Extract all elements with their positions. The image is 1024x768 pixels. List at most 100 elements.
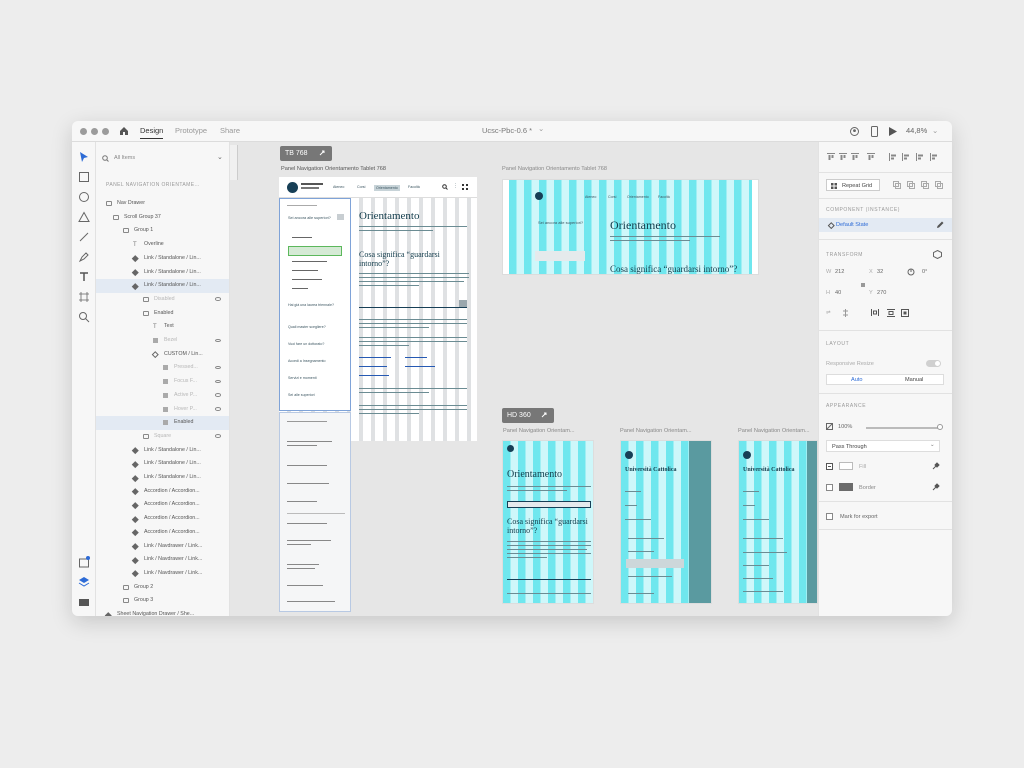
- layer-row[interactable]: Enabled: [96, 307, 229, 321]
- layer-row[interactable]: Square: [96, 430, 229, 444]
- layer-row[interactable]: Group 2: [96, 581, 229, 595]
- distribute-h-icon[interactable]: [930, 153, 938, 161]
- fill-checkbox[interactable]: [826, 463, 833, 470]
- drawer-item[interactable]: Vuoi fare un dottorato?: [288, 342, 325, 346]
- layer-row[interactable]: Link / Standalone / Lin...: [96, 457, 229, 471]
- chevron-down-icon[interactable]: ⌄: [538, 124, 545, 133]
- layer-row[interactable]: Link / Standalone / Lin...: [96, 252, 229, 266]
- ellipse-tool-icon[interactable]: [78, 191, 90, 203]
- document-title[interactable]: Ucsc-Pbc-0.6 *: [482, 126, 533, 135]
- filter-chevron-icon[interactable]: ⌄: [217, 154, 223, 161]
- layer-row[interactable]: Active P...: [96, 389, 229, 403]
- align-right-icon[interactable]: [916, 153, 924, 161]
- artboard-title-mobile-2[interactable]: Panel Navigation Orientam...: [620, 428, 692, 434]
- eyedropper-icon[interactable]: [932, 483, 940, 491]
- boolean-subtract-icon[interactable]: [907, 181, 915, 189]
- align-bottom-icon[interactable]: [851, 153, 859, 161]
- layer-row[interactable]: Accordion / Accordion...: [96, 485, 229, 499]
- layer-row[interactable]: Pressed...: [96, 361, 229, 375]
- boolean-intersect-icon[interactable]: [921, 181, 929, 189]
- padding-icon[interactable]: [901, 309, 909, 317]
- distribute-icon[interactable]: [867, 153, 875, 161]
- artboard-title-right[interactable]: Panel Navigation Orientamento Tablet 768: [502, 166, 608, 172]
- line-tool-icon[interactable]: [78, 231, 90, 243]
- distribute-horizontal-icon[interactable]: [871, 309, 879, 316]
- lock-aspect-icon[interactable]: [860, 279, 866, 289]
- plugins-icon[interactable]: [78, 556, 90, 568]
- select-tool-icon[interactable]: [78, 151, 90, 163]
- more-icon[interactable]: ⋮: [453, 183, 458, 189]
- fill-swatch[interactable]: [839, 462, 853, 470]
- blend-mode-select[interactable]: Pass Through ⌄: [826, 440, 940, 452]
- zoom-level[interactable]: 44,8%: [906, 126, 928, 135]
- artboard-mobile-2[interactable]: Università Cattolica: [620, 440, 712, 604]
- layer-row[interactable]: Group 3: [96, 594, 229, 608]
- y-field[interactable]: 270: [877, 290, 887, 296]
- drawer-item[interactable]: Servizi e momenti: [288, 376, 317, 380]
- resize-manual-option[interactable]: Manual: [905, 377, 924, 383]
- edit-icon[interactable]: [936, 221, 944, 229]
- opacity-slider[interactable]: [866, 427, 941, 429]
- drawer-item[interactable]: Hai già una laurea triennale?: [288, 303, 334, 307]
- height-field[interactable]: 40: [835, 290, 842, 296]
- polygon-tool-icon[interactable]: [78, 211, 90, 223]
- tab-design[interactable]: Design: [140, 126, 164, 139]
- layers-icon[interactable]: [78, 576, 90, 588]
- expand-icon[interactable]: [337, 214, 344, 220]
- responsive-resize-toggle[interactable]: [926, 360, 941, 367]
- boolean-exclude-icon[interactable]: [935, 181, 943, 189]
- artboard-tool-icon[interactable]: [78, 291, 90, 303]
- opacity-field[interactable]: 100%: [838, 424, 853, 430]
- artboard-title-mobile-3[interactable]: Panel Navigation Orientam...: [738, 428, 810, 434]
- hidden-eye-icon[interactable]: [215, 338, 221, 342]
- layers-breadcrumb[interactable]: PANEL NAVIGATION ORIENTAME...: [106, 182, 200, 188]
- design-canvas[interactable]: TB 768 Panel Navigation Orientamento Tab…: [230, 142, 818, 616]
- layer-row[interactable]: CUSTOM / Lin...: [96, 348, 229, 362]
- nav-item-orientamento[interactable]: Orientamento: [374, 185, 400, 191]
- border-checkbox[interactable]: [826, 484, 833, 491]
- artboard-badge-hd[interactable]: HD 360: [502, 408, 554, 423]
- rotation-field[interactable]: 0°: [922, 269, 928, 275]
- layer-row[interactable]: T Overline: [96, 238, 229, 252]
- layer-row[interactable]: Accordion / Accordion...: [96, 512, 229, 526]
- layer-row[interactable]: Link / Navdrawer / Link...: [96, 540, 229, 554]
- layer-row[interactable]: Link / Standalone / Lin...: [96, 444, 229, 458]
- tab-prototype[interactable]: Prototype: [175, 126, 208, 135]
- layer-row[interactable]: Group 1: [96, 224, 229, 238]
- align-left-icon[interactable]: [889, 153, 897, 161]
- artboard-mobile-3[interactable]: Università Cattolica: [738, 440, 818, 604]
- nav-item-facolta[interactable]: Facoltà: [408, 185, 420, 189]
- layer-row[interactable]: Hover P...: [96, 403, 229, 417]
- width-field[interactable]: 212: [835, 269, 845, 275]
- layer-row[interactable]: Sheet Navigation Drawer / She...: [96, 608, 229, 616]
- align-top-icon[interactable]: [827, 153, 835, 161]
- selected-link-instance[interactable]: [288, 246, 342, 256]
- tab-share[interactable]: Share: [220, 126, 241, 135]
- device-preview-icon[interactable]: [871, 126, 878, 137]
- zoom-chevron-icon[interactable]: ⌄: [932, 126, 939, 135]
- artboard-title-mobile-1[interactable]: Panel Navigation Orientam...: [503, 428, 575, 434]
- layer-row[interactable]: Link / Standalone / Lin...: [96, 266, 229, 280]
- site-search-icon[interactable]: [442, 184, 448, 190]
- export-checkbox[interactable]: [826, 513, 833, 520]
- hidden-eye-icon[interactable]: [215, 379, 221, 384]
- artboard-mobile-1[interactable]: Orientamento Cosa significa “guardarsi i…: [502, 440, 594, 604]
- nav-item-corsi[interactable]: Corsi: [357, 185, 366, 189]
- distribute-vertical-icon[interactable]: [887, 309, 895, 317]
- layers-search-input[interactable]: All Items: [114, 155, 136, 161]
- layer-row[interactable]: Link / Standalone / Lin...: [96, 471, 229, 485]
- hidden-eye-icon[interactable]: [215, 297, 221, 301]
- boolean-add-icon[interactable]: [893, 181, 901, 189]
- border-swatch[interactable]: [839, 483, 853, 491]
- rectangle-tool-icon[interactable]: [78, 171, 90, 183]
- home-icon[interactable]: [119, 126, 129, 136]
- minimize-window-button[interactable]: [91, 128, 98, 135]
- x-field[interactable]: 32: [877, 269, 884, 275]
- layer-row[interactable]: Bezel: [96, 334, 229, 348]
- layer-row[interactable]: Nav Drawer: [96, 197, 229, 211]
- align-center-h-icon[interactable]: [902, 153, 910, 161]
- opacity-slider-handle[interactable]: [937, 424, 943, 430]
- drawer-item[interactable]: Accedi a Insegnamento: [288, 359, 326, 363]
- zoom-tool-icon[interactable]: [78, 311, 90, 323]
- layer-row[interactable]: Accordion / Accordion...: [96, 526, 229, 540]
